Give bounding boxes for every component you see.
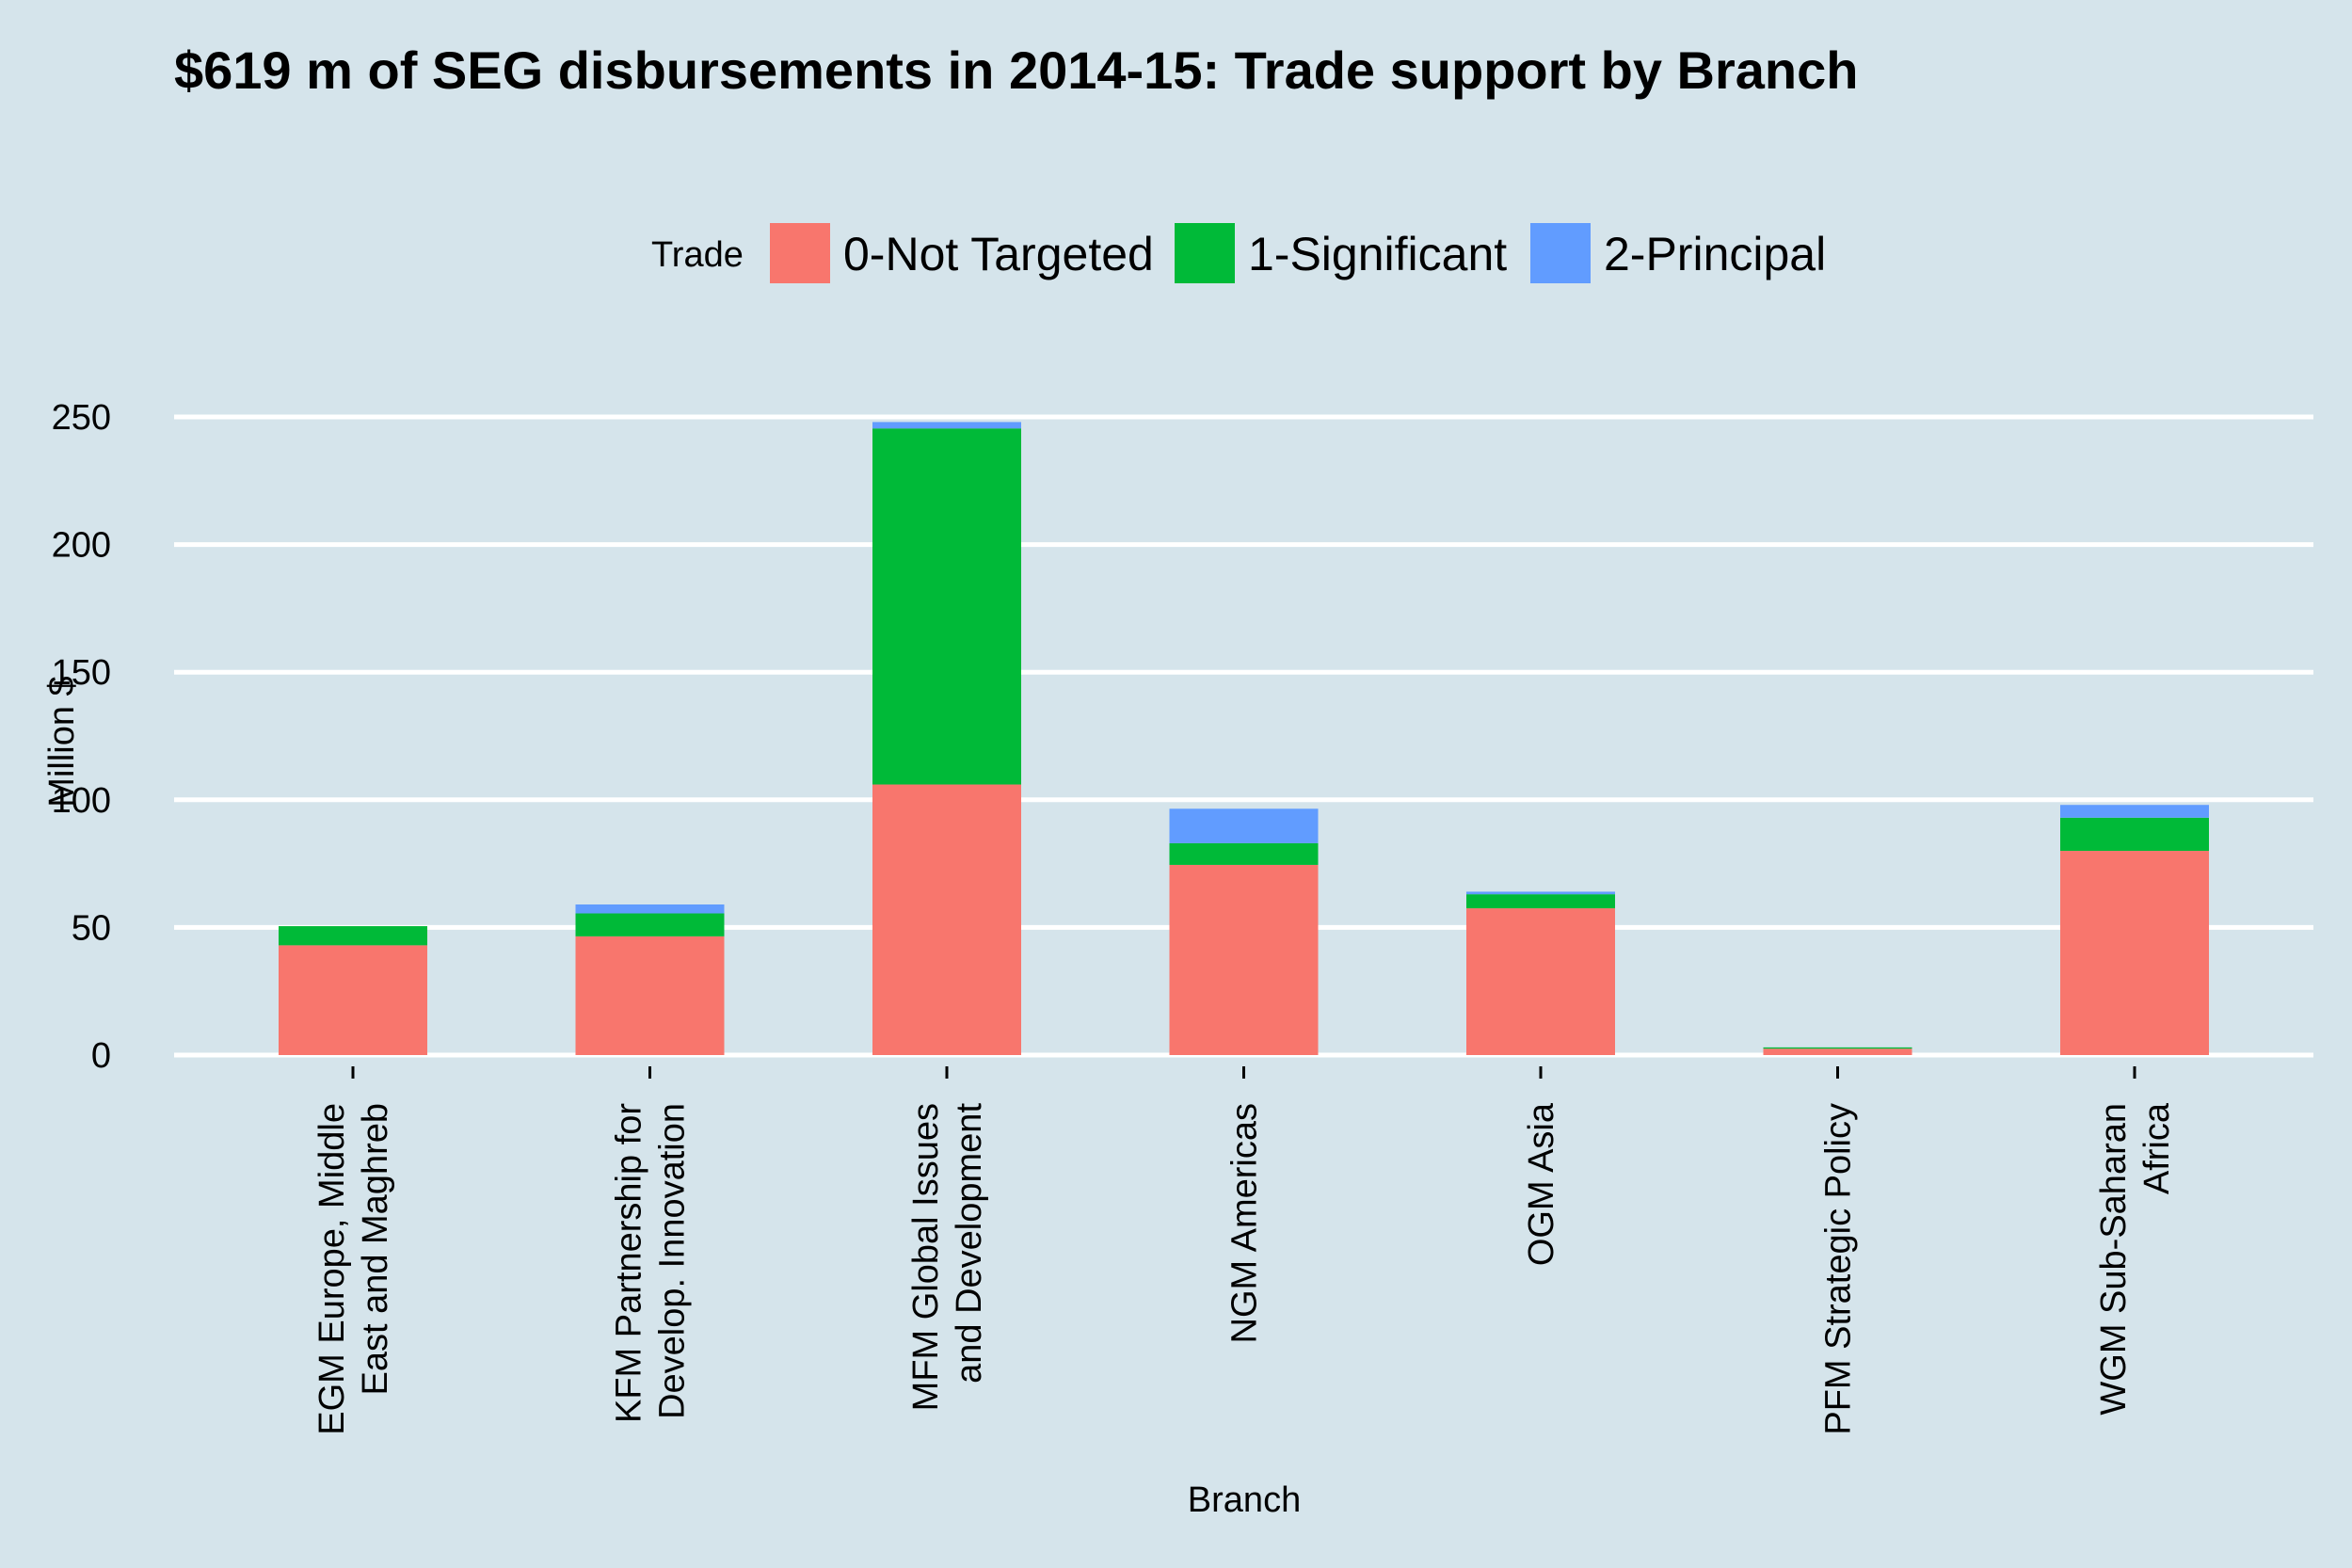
x-axis-title: Branch [1188, 1480, 1301, 1520]
bar-segment [575, 913, 725, 936]
y-tick-label: 50 [72, 908, 111, 948]
legend-title: Trade [651, 235, 744, 275]
x-tick-label: WGM Sub-Saharan Africa [2094, 1102, 2177, 1415]
bar-segment [2060, 817, 2209, 852]
y-tick-label: 0 [91, 1036, 111, 1076]
bar-segment [1466, 908, 1615, 1055]
bar-segment [279, 945, 427, 1055]
legend-label: 0-Not Targeted [843, 228, 1154, 280]
x-tick-label: PFM Strategic Policy [1819, 1103, 1859, 1435]
y-tick-label: 100 [52, 781, 111, 821]
bar-segment [575, 904, 725, 914]
y-tick-label: 200 [52, 526, 111, 566]
x-tick-label: OGM Asia [1522, 1102, 1561, 1266]
bar-segment [872, 784, 1021, 1055]
bar-segment [1466, 894, 1615, 909]
legend-key [1530, 223, 1591, 283]
bar-segment [1169, 808, 1319, 843]
x-tick-label: KFM Partnership for Develop. Innovation [610, 1103, 693, 1423]
y-axis: 0 50 100 150 200 250 [52, 398, 111, 1076]
bar-segment [1466, 891, 1615, 895]
bar-segment [1169, 864, 1319, 1055]
legend: Trade 0-Not Targeted 1-Significant 2-Princ… [651, 223, 1826, 283]
x-tick-label: EGM Europe, Middle East and Maghreb [312, 1103, 395, 1435]
y-axis-title: Million $ [42, 676, 82, 807]
legend-label: 1-Significant [1248, 228, 1507, 280]
bar-segment [2060, 851, 2209, 1055]
x-tick-label: MFM Global Issues and Development [906, 1103, 989, 1412]
bar-segment [279, 926, 427, 946]
bar-segment [575, 936, 725, 1055]
bars [279, 422, 2209, 1055]
y-tick-label: 250 [52, 398, 111, 438]
y-tick-label: 150 [52, 653, 111, 693]
legend-key [770, 223, 830, 283]
bar-segment [872, 422, 1021, 429]
grid-lines [174, 414, 2313, 1058]
bar-segment [2060, 805, 2209, 818]
bar-segment [1763, 1048, 1912, 1055]
x-tick-label: NGM Americas [1225, 1103, 1265, 1343]
bar-segment [1169, 842, 1319, 865]
chart-title: $619 m of SEG disbursements in 2014-15: … [174, 40, 1858, 100]
bar-segment [872, 428, 1021, 785]
legend-label: 2-Principal [1604, 228, 1826, 280]
legend-key [1175, 223, 1235, 283]
x-axis: EGM Europe, Middle East and Maghreb KFM Pa… [312, 1066, 2177, 1435]
